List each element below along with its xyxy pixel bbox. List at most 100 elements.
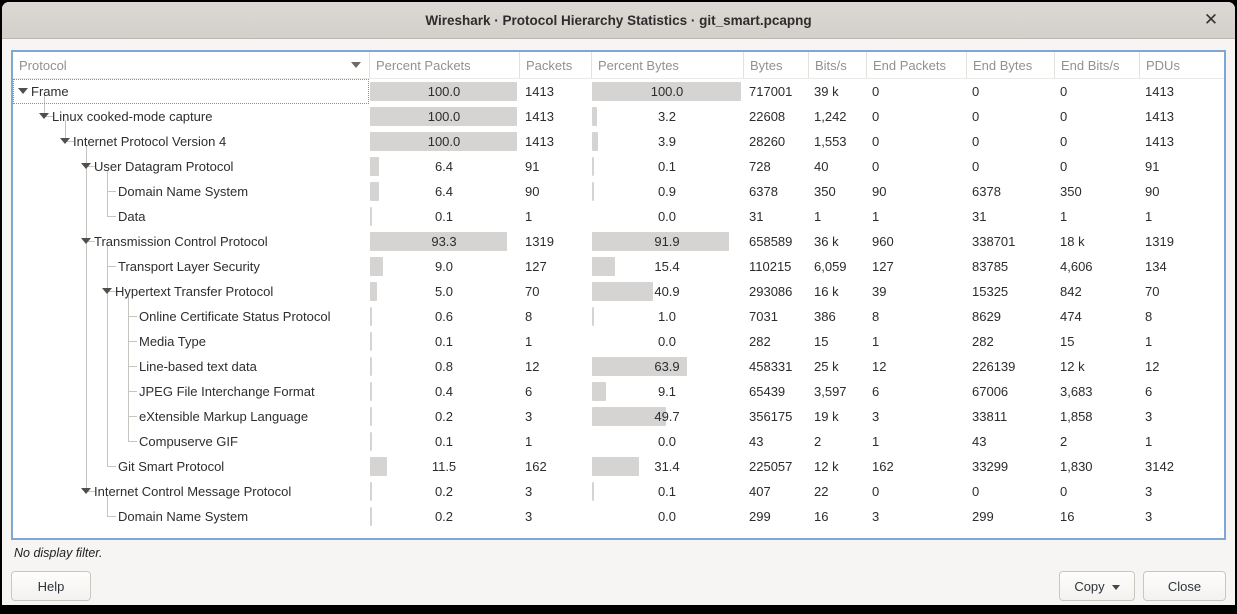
table-row[interactable]: Line-based text data 0.8 12 63.9 458331 25 k 1…	[13, 354, 1224, 379]
tree-guide-line	[107, 454, 108, 467]
pct-bytes-cell: 15.4	[591, 254, 743, 279]
bits-s-cell: 350	[808, 179, 866, 204]
cell-value: 0.1	[434, 334, 454, 349]
end-bytes-cell: 0	[966, 104, 1054, 129]
table-row[interactable]: Compuserve GIF 0.1 1 0.0 43 2 1 43 2 1	[13, 429, 1224, 454]
cell-value: 31.4	[654, 459, 680, 474]
cell-value: 0	[872, 84, 880, 99]
packets-cell: 127	[519, 254, 591, 279]
table-row[interactable]: Hypertext Transfer Protocol 5.0 70 40.9 2930…	[13, 279, 1224, 304]
table-row[interactable]: JPEG File Interchange Format 0.4 6 9.1 65439…	[13, 379, 1224, 404]
end-bits-s-cell: 350	[1054, 179, 1139, 204]
bytes-cell: 282	[743, 329, 808, 354]
table-row[interactable]: User Datagram Protocol 6.4 91 0.1 728 40 0 0 0 91	[13, 154, 1224, 179]
end-packets-cell: 0	[866, 479, 966, 504]
cell-value: 1319	[525, 234, 554, 249]
expander-icon[interactable]	[60, 138, 70, 144]
end-bytes-cell: 299	[966, 504, 1054, 529]
cell-value: 1319	[1145, 234, 1174, 249]
end-packets-cell: 3	[866, 504, 966, 529]
window-close-icon[interactable]: ✕	[1203, 10, 1219, 29]
percent-bar	[592, 182, 594, 201]
table-row[interactable]: Online Certificate Status Protocol 0.6 8 1.…	[13, 304, 1224, 329]
cell-value: 0.1	[434, 434, 454, 449]
column-header-bytes[interactable]: Bytes	[743, 52, 808, 78]
expander-icon[interactable]	[102, 288, 112, 294]
cell-value: 0	[1060, 159, 1068, 174]
table-row[interactable]: Data 0.1 1 0.0 31 1 1 31 1 1	[13, 204, 1224, 229]
table-row[interactable]: Frame 100.0 1413 100.0 717001 39 k 0 0 0 1413	[13, 79, 1224, 104]
end-bytes-cell: 33299	[966, 454, 1054, 479]
cell-value: 225057	[749, 459, 793, 474]
end-bytes-cell: 226139	[966, 354, 1054, 379]
cell-value: 0.1	[657, 484, 677, 499]
cell-value: 15	[814, 334, 829, 349]
expander-icon[interactable]	[39, 113, 49, 119]
cell-value: 6.4	[434, 159, 454, 174]
column-header-end-bits-s[interactable]: End Bits/s	[1054, 52, 1139, 78]
expander-icon[interactable]	[81, 163, 91, 169]
packets-cell: 90	[519, 179, 591, 204]
column-header-protocol[interactable]: Protocol	[13, 52, 369, 78]
expander-icon[interactable]	[18, 88, 28, 94]
bits-s-cell: 1,553	[808, 129, 866, 154]
protocol-cell: Git Smart Protocol	[13, 454, 369, 479]
column-header-packets[interactable]: Packets	[519, 52, 591, 78]
column-header-end-packets[interactable]: End Packets	[866, 52, 966, 78]
copy-dropdown-icon	[1111, 584, 1120, 590]
cell-value: 1413	[525, 134, 554, 149]
tree-guide-line	[107, 429, 108, 454]
pct-bytes-cell: 91.9	[591, 229, 743, 254]
table-row[interactable]: Domain Name System 0.2 3 0.0 299 16 3 299 16 3	[13, 504, 1224, 529]
cell-value: 1.0	[657, 309, 677, 324]
pdus-cell: 3	[1139, 479, 1220, 504]
cell-value: 3.9	[657, 134, 677, 149]
cell-value: 63.9	[654, 359, 680, 374]
table-row[interactable]: Git Smart Protocol 11.5 162 31.4 225057 12 k 1…	[13, 454, 1224, 479]
column-header-end-bytes[interactable]: End Bytes	[966, 52, 1054, 78]
title-bar[interactable]: Wireshark · Protocol Hierarchy Statistic…	[2, 2, 1235, 39]
end-bits-s-cell: 0	[1054, 479, 1139, 504]
help-button[interactable]: Help	[11, 571, 91, 601]
table-row[interactable]: Domain Name System 6.4 90 0.9 6378 350 90 6378 3…	[13, 179, 1224, 204]
table-row[interactable]: Media Type 0.1 1 0.0 282 15 1 282 15 1	[13, 329, 1224, 354]
column-header-bits-s[interactable]: Bits/s	[808, 52, 866, 78]
cell-value: 12	[872, 359, 887, 374]
pdus-cell: 8	[1139, 304, 1220, 329]
cell-value: 7031	[749, 309, 778, 324]
cell-value: 3	[872, 509, 880, 524]
table-row[interactable]: Internet Protocol Version 4 100.0 1413 3.9 2…	[13, 129, 1224, 154]
column-header-pdus[interactable]: PDUs	[1139, 52, 1220, 78]
cell-value: 15	[1060, 334, 1075, 349]
sort-descending-icon	[351, 62, 361, 68]
cell-value: 8	[872, 309, 880, 324]
copy-button[interactable]: Copy	[1059, 571, 1135, 601]
protocol-name: Transmission Control Protocol	[94, 234, 268, 249]
cell-value: 16	[814, 509, 829, 524]
tree-guide-line	[86, 479, 87, 492]
column-header-percent-bytes[interactable]: Percent Bytes	[591, 52, 743, 78]
tree-guide-line	[86, 179, 87, 204]
table-row[interactable]: eXtensible Markup Language 0.2 3 49.7 356175…	[13, 404, 1224, 429]
end-bytes-cell: 33811	[966, 404, 1054, 429]
cell-value: 110215	[749, 259, 792, 274]
cell-value: 293086	[749, 284, 793, 299]
table-row[interactable]: Transmission Control Protocol 93.3 1319 91.…	[13, 229, 1224, 254]
close-button[interactable]: Close	[1143, 571, 1226, 601]
table-row[interactable]: Transport Layer Security 9.0 127 15.4 110215…	[13, 254, 1224, 279]
table-row[interactable]: Internet Control Message Protocol 0.2 3 0.1…	[13, 479, 1224, 504]
end-bits-s-cell: 2	[1054, 429, 1139, 454]
cell-value: 1413	[1145, 84, 1174, 99]
end-packets-cell: 960	[866, 229, 966, 254]
expander-icon[interactable]	[81, 488, 91, 494]
table-row[interactable]: Linux cooked-mode capture 100.0 1413 3.2 226…	[13, 104, 1224, 129]
percent-bar	[592, 282, 653, 301]
column-header-label: Packets	[526, 57, 573, 73]
column-header-percent-packets[interactable]: Percent Packets	[369, 52, 519, 78]
pdus-cell: 12	[1139, 354, 1220, 379]
protocol-name: Domain Name System	[118, 184, 249, 199]
pct-packets-cell: 0.2	[369, 479, 519, 504]
cell-value: 1,553	[814, 134, 847, 149]
expander-icon[interactable]	[81, 238, 91, 244]
pdus-cell: 1	[1139, 204, 1220, 229]
